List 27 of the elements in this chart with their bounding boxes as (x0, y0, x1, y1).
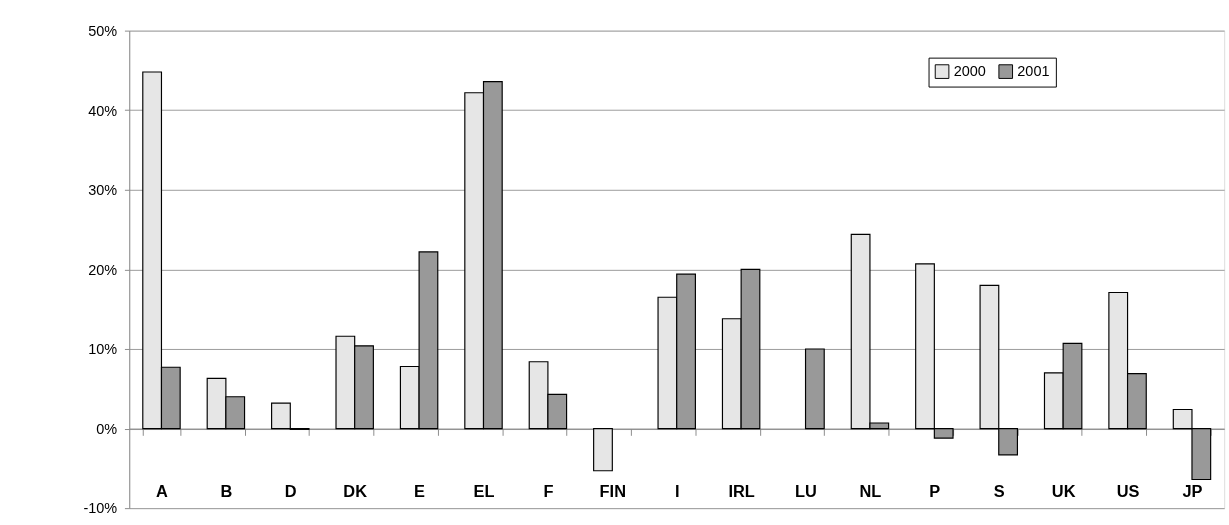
x-tick-label: B (220, 481, 233, 500)
x-tick-label: JP (1182, 481, 1203, 500)
x-tick-label: LU (795, 481, 817, 500)
x-tick-label: I (674, 481, 680, 500)
y-tick-label: 0% (96, 420, 118, 437)
y-tick-label: 30% (88, 182, 118, 199)
x-tick-label: IRL (728, 481, 755, 500)
y-tick-label: 10% (88, 341, 118, 358)
x-tick-label: F (543, 481, 554, 500)
x-tick-label: A (156, 481, 169, 500)
y-tick-label: 40% (88, 102, 118, 119)
legend-label: 2000 (953, 63, 986, 80)
x-tick-label: S (993, 481, 1005, 500)
x-tick-label: E (414, 481, 426, 500)
x-tick-label: D (284, 481, 297, 500)
x-tick-label: FIN (599, 481, 626, 500)
y-tick-label: -10% (83, 500, 118, 517)
x-tick-label: DK (343, 481, 368, 500)
x-tick-label: UK (1051, 481, 1076, 500)
x-tick-label: P (929, 481, 941, 500)
x-tick-label: EL (473, 481, 495, 500)
x-tick-label: US (1116, 481, 1140, 500)
x-tick-label: NL (859, 481, 882, 500)
bar (593, 427, 613, 472)
y-tick-label: 20% (88, 261, 118, 278)
legend-label: 2001 (1017, 63, 1050, 80)
y-tick-label: 50% (88, 22, 118, 39)
